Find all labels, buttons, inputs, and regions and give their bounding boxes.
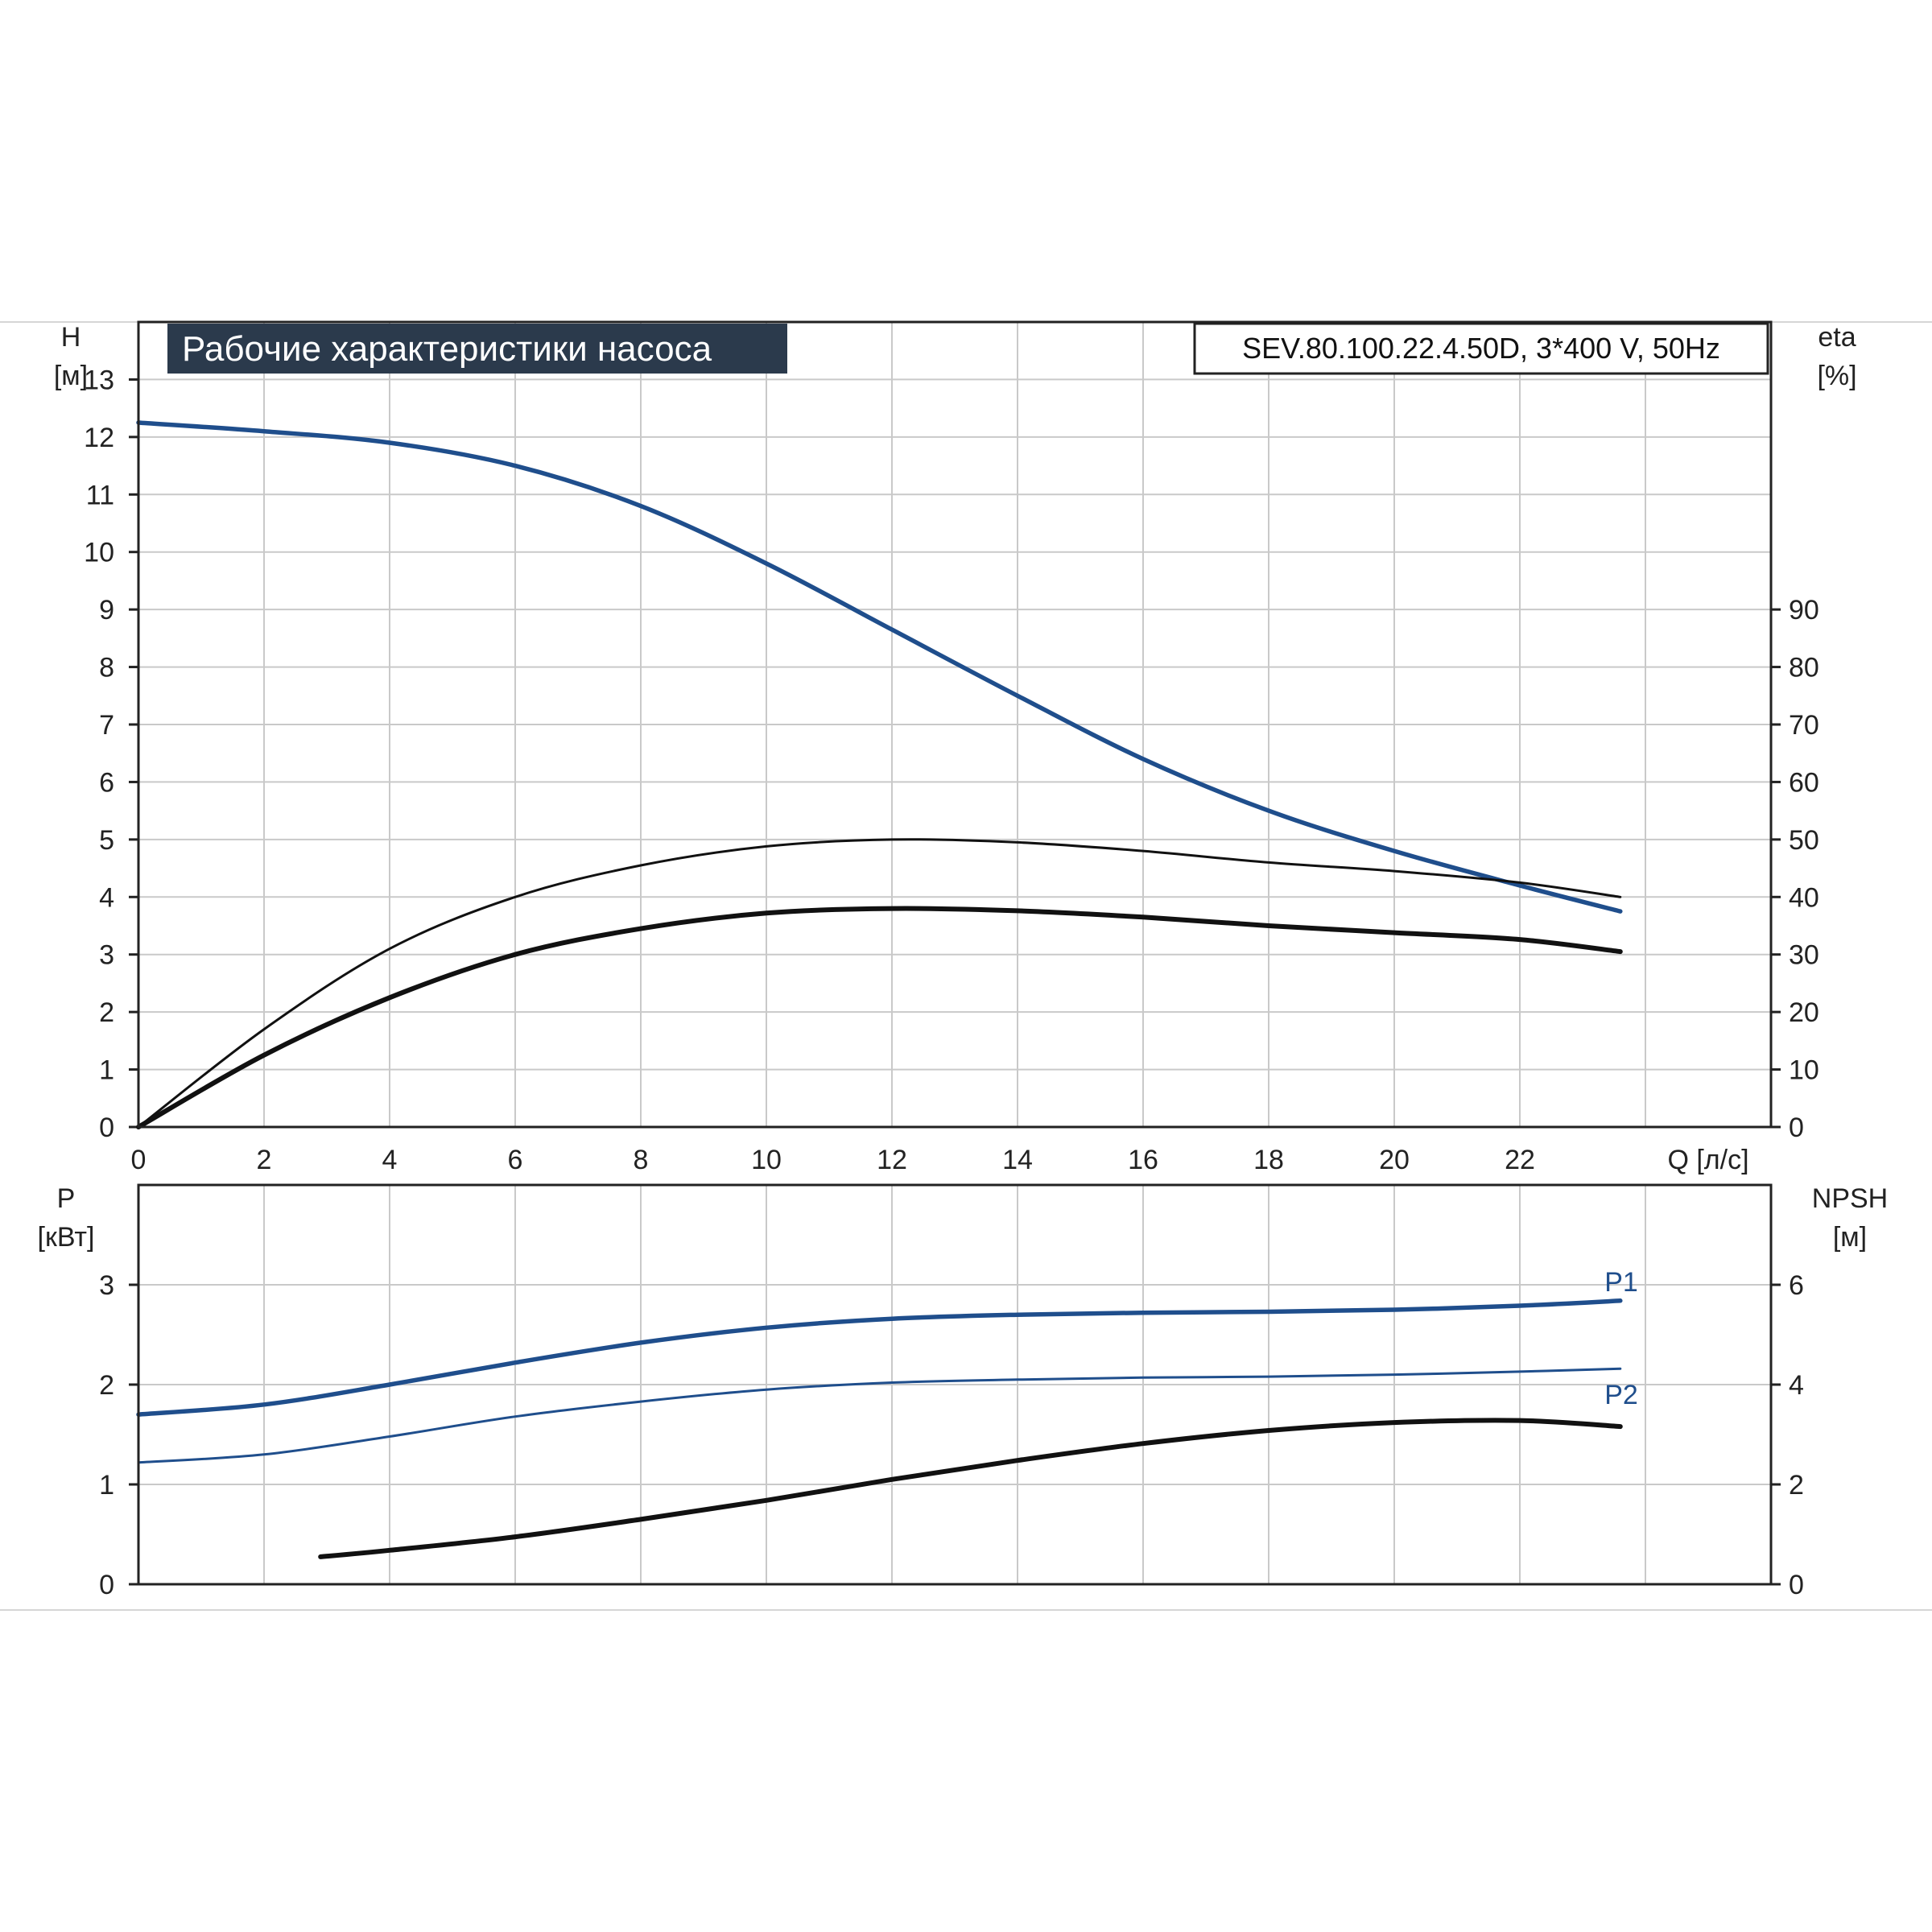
npsh-axis-unit: [м]	[1833, 1222, 1867, 1253]
top-x-tick-label: 8	[634, 1145, 649, 1175]
top-y-right-tick-label: 80	[1789, 653, 1819, 683]
top-y-right-tick-label: 10	[1789, 1055, 1819, 1086]
top-x-tick-label: 22	[1505, 1145, 1535, 1175]
top-y-left-tick-label: 3	[99, 940, 114, 971]
top-x-tick-label: 4	[382, 1145, 398, 1175]
top-y-left-tick-label: 6	[99, 767, 114, 798]
top-x-tick-label: 12	[877, 1145, 907, 1175]
bottom-plot-frame	[137, 1183, 1773, 1586]
top-chart-series	[136, 420, 1623, 1129]
top-y-right-tick-label: 60	[1789, 767, 1819, 798]
top-x-tick-label: 20	[1379, 1145, 1410, 1175]
bottom-y-right-tick-label: 2	[1789, 1470, 1804, 1501]
top-x-tick-label: 0	[131, 1145, 147, 1175]
top-x-tick-label: 16	[1128, 1145, 1158, 1175]
model-label: SEV.80.100.22.4.50D, 3*400 V, 50Hz	[1242, 332, 1720, 365]
bottom-series-line-1	[136, 1298, 1623, 1417]
top-y-left-tick-label: 7	[99, 710, 114, 741]
top-series-line-2	[137, 838, 1622, 1129]
bottom-y-right-tick-label: 4	[1789, 1370, 1804, 1401]
top-plot-frame	[137, 320, 1773, 1129]
top-series-line-3	[136, 906, 1623, 1129]
bottom-chart-series	[136, 1298, 1623, 1559]
top-y-left-tick-label: 11	[86, 480, 114, 510]
y-right-axis-label: eta	[1818, 322, 1856, 353]
top-y-right-tick-label: 30	[1789, 940, 1819, 971]
top-y-left-tick-label: 2	[99, 997, 114, 1028]
top-x-tick-label: 6	[508, 1145, 523, 1175]
top-y-right-tick-label: 40	[1789, 882, 1819, 913]
bottom-chart-grid: 0 1 2 3 0 2 4 6	[99, 1185, 1804, 1600]
top-y-left-tick-label: 0	[99, 1113, 114, 1143]
bottom-series-line-2	[137, 1367, 1622, 1464]
bottom-y-left-tick-label: 1	[99, 1470, 114, 1501]
bottom-y-left-tick-label: 0	[99, 1570, 114, 1600]
top-y-right-tick-label: 20	[1789, 997, 1819, 1028]
top-y-left-tick-label: 13	[84, 365, 114, 395]
p-axis-label: P	[57, 1183, 76, 1214]
bottom-y-right-tick-label: 0	[1789, 1570, 1804, 1600]
top-y-left-tick-label: 1	[99, 1055, 114, 1086]
p1-series-label: P1	[1604, 1267, 1638, 1298]
top-y-right-tick-label: 0	[1789, 1113, 1804, 1143]
top-y-right-tick-label: 50	[1789, 825, 1819, 856]
chart-title: Рабочие характеристики насоса	[182, 329, 712, 369]
top-x-tick-label: 2	[257, 1145, 272, 1175]
y-left-axis-label: H	[61, 322, 81, 353]
head-efficiency-chart: 0 2 4 6 8 10 12 14 16 18 20 22012345678910111213010…	[54, 320, 1857, 1175]
bottom-series-line-3	[318, 1418, 1623, 1559]
chart-title-box	[167, 324, 787, 374]
bottom-y-left-tick-label: 2	[99, 1370, 114, 1401]
top-y-right-tick-label: 90	[1789, 595, 1819, 625]
y-left-axis-unit: [м]	[54, 361, 88, 391]
top-y-left-tick-label: 5	[99, 825, 114, 856]
top-y-left-tick-label: 4	[99, 882, 114, 913]
top-series-line-1	[136, 420, 1623, 914]
top-y-left-tick-label: 12	[84, 423, 114, 453]
power-npsh-chart: 0 1 2 3 0 2 4 6 P [кВт] NPSH [м] P1 P2	[38, 1183, 1889, 1600]
bottom-y-left-tick-label: 3	[99, 1270, 114, 1301]
p-axis-unit: [кВт]	[38, 1222, 95, 1253]
top-y-left-tick-label: 10	[84, 538, 114, 568]
top-y-left-tick-label: 9	[99, 595, 114, 625]
p2-series-label: P2	[1604, 1380, 1638, 1410]
x-axis-label: Q [л/с]	[1667, 1145, 1748, 1175]
top-y-right-tick-label: 70	[1789, 710, 1819, 741]
model-label-box	[1193, 322, 1769, 375]
npsh-axis-label: NPSH	[1812, 1183, 1888, 1214]
y-right-axis-unit: [%]	[1817, 361, 1856, 391]
top-x-tick-label: 18	[1253, 1145, 1284, 1175]
top-y-left-tick-label: 8	[99, 653, 114, 683]
top-chart-grid: 0 2 4 6 8 10 12 14 16 18 20 22012345678910111213010…	[84, 322, 1819, 1175]
top-x-tick-label: 14	[1002, 1145, 1033, 1175]
top-x-tick-label: 10	[751, 1145, 782, 1175]
bottom-y-right-tick-label: 6	[1789, 1270, 1804, 1301]
